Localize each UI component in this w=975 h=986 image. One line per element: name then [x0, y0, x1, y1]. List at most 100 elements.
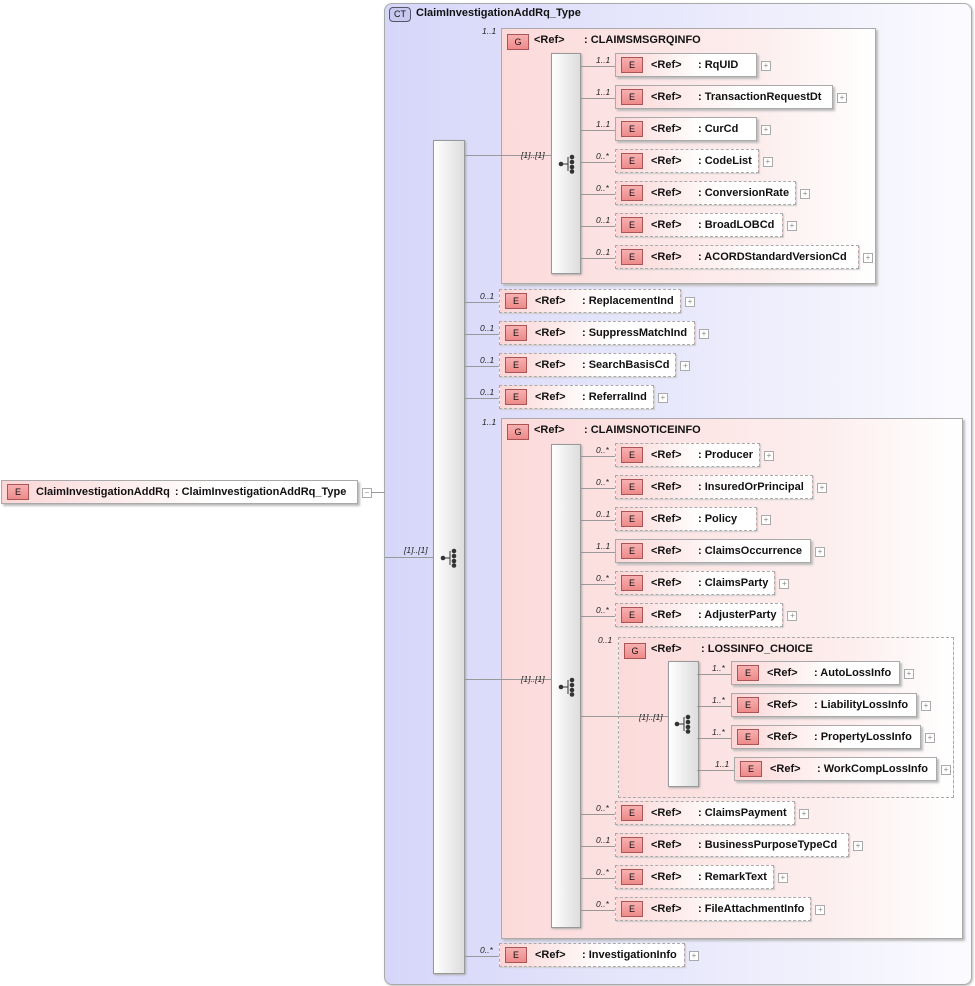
element-badge: E [621, 57, 643, 73]
element-badge: E [621, 185, 643, 201]
expand-icon[interactable]: + [761, 61, 771, 71]
expand-icon[interactable]: + [685, 297, 695, 307]
element-ref: <Ref> [651, 91, 682, 103]
element-box[interactable]: E <Ref> : RqUID + [615, 53, 771, 77]
element-box[interactable]: E <Ref> : BusinessPurposeTypeCd + [615, 833, 863, 857]
expand-icon[interactable]: + [761, 125, 771, 135]
cardinality-label: 1..1 [715, 759, 730, 769]
expand-icon[interactable]: + [904, 669, 914, 679]
collapse-icon[interactable]: − [362, 488, 372, 498]
expand-icon[interactable]: + [921, 701, 931, 711]
expand-icon[interactable]: + [863, 253, 873, 263]
expand-icon[interactable]: + [779, 579, 790, 589]
expand-icon[interactable]: + [764, 451, 775, 461]
cardinality-label: 0..1 [480, 355, 495, 365]
connector [580, 878, 615, 879]
cardinality-label: 1..1 [596, 541, 611, 551]
element-name: : TransactionRequestDt [698, 91, 822, 103]
connector [464, 366, 499, 367]
expand-icon[interactable]: + [762, 157, 773, 167]
element-badge: E [621, 217, 643, 233]
element-box[interactable]: E <Ref> : ReplacementInd + [499, 289, 695, 313]
element-name: : ClaimsParty [698, 577, 769, 589]
element-name: : WorkCompLossInfo [817, 763, 929, 775]
element-name: : ReplacementInd [582, 295, 674, 307]
connector [580, 716, 618, 717]
expand-icon[interactable]: + [941, 765, 951, 775]
element-box[interactable]: E <Ref> : AdjusterParty + [615, 603, 798, 627]
element-name: : BusinessPurposeTypeCd [698, 839, 838, 851]
element-badge: E [621, 479, 643, 495]
group-name[interactable]: : LOSSINFO_CHOICE [701, 643, 813, 655]
connector [580, 584, 615, 585]
element-ref: <Ref> [651, 513, 682, 525]
sequence-icon [558, 677, 575, 697]
element-box[interactable]: E <Ref> : ReferralInd + [499, 385, 668, 409]
expand-icon[interactable]: + [689, 951, 699, 961]
element-badge: E [505, 947, 527, 963]
expand-icon[interactable]: + [815, 547, 825, 557]
expand-icon[interactable]: + [761, 515, 771, 525]
connector [580, 846, 615, 847]
connector [697, 770, 734, 771]
element-name: : ACORDStandardVersionCd [698, 251, 847, 263]
element-box[interactable]: E <Ref> : CurCd + [615, 117, 771, 141]
connector [580, 552, 615, 553]
expand-icon[interactable]: + [787, 611, 798, 621]
element-badge: E [621, 249, 643, 265]
element-box[interactable]: E <Ref> : ClaimsPayment + [615, 801, 809, 825]
element-ref: <Ref> [535, 949, 566, 961]
element-box[interactable]: E <Ref> : RemarkText + [615, 865, 788, 889]
expand-icon[interactable]: + [680, 361, 691, 371]
cardinality-label: [1]..[1] [521, 150, 545, 160]
element-box[interactable]: E <Ref> : InsuredOrPrincipal + [615, 475, 827, 499]
expand-icon[interactable]: + [787, 221, 797, 231]
element-box[interactable]: E <Ref> : Producer + [615, 443, 775, 467]
connector [580, 488, 615, 489]
root-element[interactable]: E ClaimInvestigationAddRq : ClaimInvesti… [1, 480, 372, 504]
element-box[interactable]: E <Ref> : BroadLOBCd + [615, 213, 797, 237]
element-box[interactable]: E <Ref> : CodeList + [615, 149, 773, 173]
element-box[interactable]: E <Ref> : Policy + [615, 507, 771, 531]
element-box[interactable]: E <Ref> : ClaimsOccurrence + [615, 539, 825, 563]
element-ref: <Ref> [767, 667, 798, 679]
expand-icon[interactable]: + [837, 93, 847, 103]
element-box[interactable]: E <Ref> : TransactionRequestDt + [615, 85, 847, 109]
connector [385, 557, 433, 558]
element-name: : ClaimsPayment [698, 807, 787, 819]
element-box[interactable]: E <Ref> : PropertyLossInfo + [731, 725, 935, 749]
element-ref: <Ref> [535, 295, 566, 307]
expand-icon[interactable]: + [777, 873, 788, 883]
element-box[interactable]: E <Ref> : SuppressMatchInd + [499, 321, 709, 345]
expand-icon[interactable]: + [699, 329, 709, 339]
group-name[interactable]: : CLAIMSNOTICEINFO [584, 424, 701, 436]
expand-icon[interactable]: + [925, 733, 935, 743]
element-name: : CurCd [698, 123, 739, 135]
element-badge: E [740, 761, 762, 777]
expand-icon[interactable]: + [799, 809, 809, 819]
element-box[interactable]: E <Ref> : WorkCompLossInfo + [734, 757, 951, 781]
element-name: : InsuredOrPrincipal [698, 481, 804, 493]
element-box[interactable]: E <Ref> : SearchBasisCd + [499, 353, 691, 377]
group-name[interactable]: : CLAIMSMSGRQINFO [584, 34, 701, 46]
expand-icon[interactable]: + [817, 483, 827, 493]
element-box[interactable]: E <Ref> : InvestigationInfo + [499, 943, 699, 967]
element-box[interactable]: E <Ref> : FileAttachmentInfo + [615, 897, 826, 921]
connector [580, 194, 615, 195]
group-badge: G [624, 643, 646, 659]
element-ref: <Ref> [651, 219, 682, 231]
element-box[interactable]: E <Ref> : ACORDStandardVersionCd + [615, 245, 873, 269]
element-box[interactable]: E <Ref> : ConversionRate + [615, 181, 811, 205]
element-box[interactable]: E <Ref> : LiabilityLossInfo + [731, 693, 931, 717]
expand-icon[interactable]: + [657, 393, 668, 403]
connector [580, 456, 615, 457]
element-name: : InvestigationInfo [582, 949, 677, 961]
element-box[interactable]: E <Ref> : ClaimsParty + [615, 571, 790, 595]
element-box[interactable]: E <Ref> : AutoLossInfo + [731, 661, 914, 685]
connector [464, 155, 501, 156]
expand-icon[interactable]: + [853, 841, 863, 851]
expand-icon[interactable]: + [800, 189, 811, 199]
connector [618, 716, 668, 717]
expand-icon[interactable]: + [815, 905, 826, 915]
complex-type-title: ClaimInvestigationAddRq_Type [416, 7, 581, 19]
